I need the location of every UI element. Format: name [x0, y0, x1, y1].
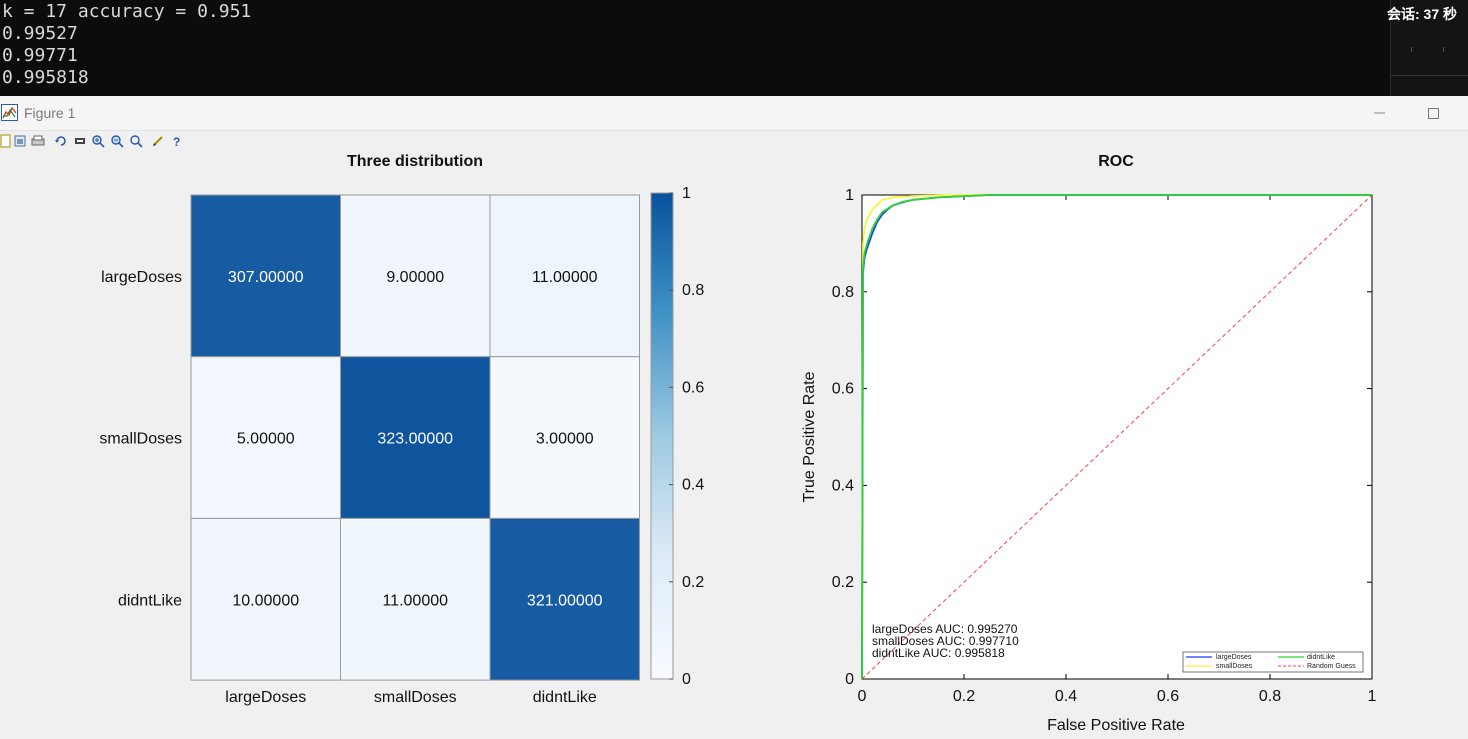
heatmap-cell — [190, 517, 341, 681]
roc-ylabel: True Positive Rate — [801, 371, 818, 502]
minimize-button[interactable] — [1366, 100, 1392, 126]
session-timer: 会话: 37 秒 — [1386, 6, 1457, 22]
figure-title: Figure 1 — [24, 105, 76, 121]
svg-text:?: ? — [173, 135, 180, 148]
heatmap-cell-label: 11.00000 — [382, 592, 448, 609]
heatmap-row-label: largeDoses — [101, 269, 182, 286]
open-file-icon[interactable] — [14, 134, 28, 148]
heatmap-cell — [340, 194, 491, 358]
help-icon[interactable]: ? — [170, 134, 184, 148]
heatmap-cell — [489, 517, 640, 681]
figure-toolbar: ? — [0, 131, 1468, 151]
colorbar-tick-label: 0.6 — [682, 379, 704, 396]
legend-label-smallDoses: smallDoses — [1216, 663, 1253, 670]
colorbar-tick-label: 0.2 — [682, 574, 704, 591]
colorbar-ticks: 0 0.2 0.4 0.6 0.8 1 — [669, 185, 704, 688]
panel-tick — [1411, 47, 1412, 52]
roc-series-smalldoses — [861, 194, 1372, 680]
heatmap-cell-label: 307.00000 — [228, 269, 304, 286]
legend-label-didntLike: didntLike — [1307, 654, 1335, 661]
new-figure-icon[interactable] — [0, 134, 14, 148]
heatmap-title: Three distribution — [347, 153, 483, 170]
data-cursor-icon[interactable] — [73, 134, 87, 148]
zoom-out-icon[interactable] — [110, 134, 124, 148]
roc-xtick-label: 0.6 — [1157, 688, 1179, 705]
panel-tick — [1443, 47, 1444, 52]
heatmap-cell — [489, 356, 640, 519]
legend-label-random-guess: Random Guess — [1307, 663, 1356, 670]
legend-box — [1182, 651, 1364, 673]
print-icon[interactable] — [31, 134, 45, 148]
heatmap-cell-label: 323.00000 — [377, 431, 453, 448]
heatmap-column-label: didntLike — [533, 689, 597, 706]
colorbar-tick-label: 0.4 — [682, 477, 704, 494]
heatmap-column-labels: largeDoses smallDoses didntLike — [225, 689, 597, 706]
auc-annotation: largeDoses AUC: 0.995270 — [872, 622, 1018, 636]
heatmap-column-label: smallDoses — [374, 689, 457, 706]
heatmap-cell-label: 3.00000 — [536, 431, 594, 448]
heatmap-row-labels: largeDoses smallDoses didntLike — [99, 269, 182, 609]
roc-xtick-label: 0.8 — [1259, 688, 1281, 705]
console-line: 0.99527 — [2, 23, 78, 44]
roc-ytick-label: 0.8 — [832, 284, 854, 301]
heatmap-cell — [190, 356, 341, 519]
heatmap-cell-label: 321.00000 — [527, 592, 603, 609]
roc-xtick-label: 0 — [858, 688, 867, 705]
colorbar — [650, 192, 674, 680]
roc-xtick-label: 1 — [1368, 688, 1377, 705]
roc-ytick-label: 0.6 — [832, 381, 854, 398]
console-line: k = 17 accuracy = 0.951 — [2, 1, 252, 22]
roc-ytick-label: 0.2 — [832, 574, 854, 591]
figure-titlebar[interactable]: Figure 1 — [0, 96, 1468, 131]
zoom-in-icon[interactable] — [91, 134, 105, 148]
auc-annotation: didntLike AUC: 0.995818 — [872, 646, 1005, 660]
colorbar-tick-label: 0 — [682, 671, 691, 688]
matlab-figure-icon — [1, 104, 18, 121]
roc-axis-ticks: 0 0.2 0.4 0.6 0.8 1 0 0.2 0.4 0.6 0.8 1 — [832, 187, 1377, 705]
session-panel: 会话: 37 秒 — [1386, 0, 1468, 96]
heatmap-cell — [190, 194, 341, 358]
roc-xtick-label: 0.4 — [1055, 688, 1077, 705]
maximize-button[interactable] — [1420, 100, 1446, 126]
console-output: k = 17 accuracy = 0.951 0.99527 0.99771 … — [0, 0, 1468, 96]
console-line: 0.995818 — [2, 67, 89, 88]
roc-ytick-label: 0.4 — [832, 477, 854, 494]
roc-xtick-label: 0.2 — [953, 688, 975, 705]
roc-title: ROC — [1098, 153, 1134, 170]
colorbar-tick-label: 0.8 — [682, 282, 704, 299]
console-line: 0.99771 — [2, 45, 78, 66]
heatmap-cell-label: 11.00000 — [532, 269, 598, 286]
roc-ytick-label: 0 — [845, 671, 854, 688]
colorbar-tick-label: 1 — [682, 185, 691, 202]
heatmap-cells: 307.00000 9.00000 11.00000 5.00000 323.00000… — [190, 194, 640, 681]
heatmap-cell-label: 10.00000 — [232, 592, 299, 609]
edit-plot-icon[interactable] — [151, 134, 165, 148]
pan-icon[interactable] — [129, 134, 143, 148]
roc-series-random-guess — [861, 194, 1373, 680]
heatmap-cell-label: 9.00000 — [386, 269, 444, 286]
panel-divider — [1391, 75, 1468, 76]
legend-label-largeDoses: largeDoses — [1216, 654, 1252, 661]
roc-legend: largeDoses smallDoses didntLike Random G… — [1182, 651, 1364, 673]
auc-annotation: smallDoses AUC: 0.997710 — [872, 634, 1019, 648]
roc-xlabel: False Positive Rate — [1047, 717, 1185, 734]
roc-series-didntlike — [861, 194, 1372, 680]
roc-ytick-label: 1 — [845, 187, 854, 204]
heatmap-cell — [340, 356, 491, 519]
heatmap-row-label: didntLike — [118, 592, 182, 609]
heatmap-cell — [489, 194, 640, 358]
rotate-icon[interactable] — [54, 134, 68, 148]
heatmap-row-label: smallDoses — [99, 431, 182, 448]
heatmap-cell-label: 5.00000 — [237, 431, 295, 448]
heatmap-column-label: largeDoses — [225, 689, 306, 706]
roc-curves — [861, 194, 1373, 680]
